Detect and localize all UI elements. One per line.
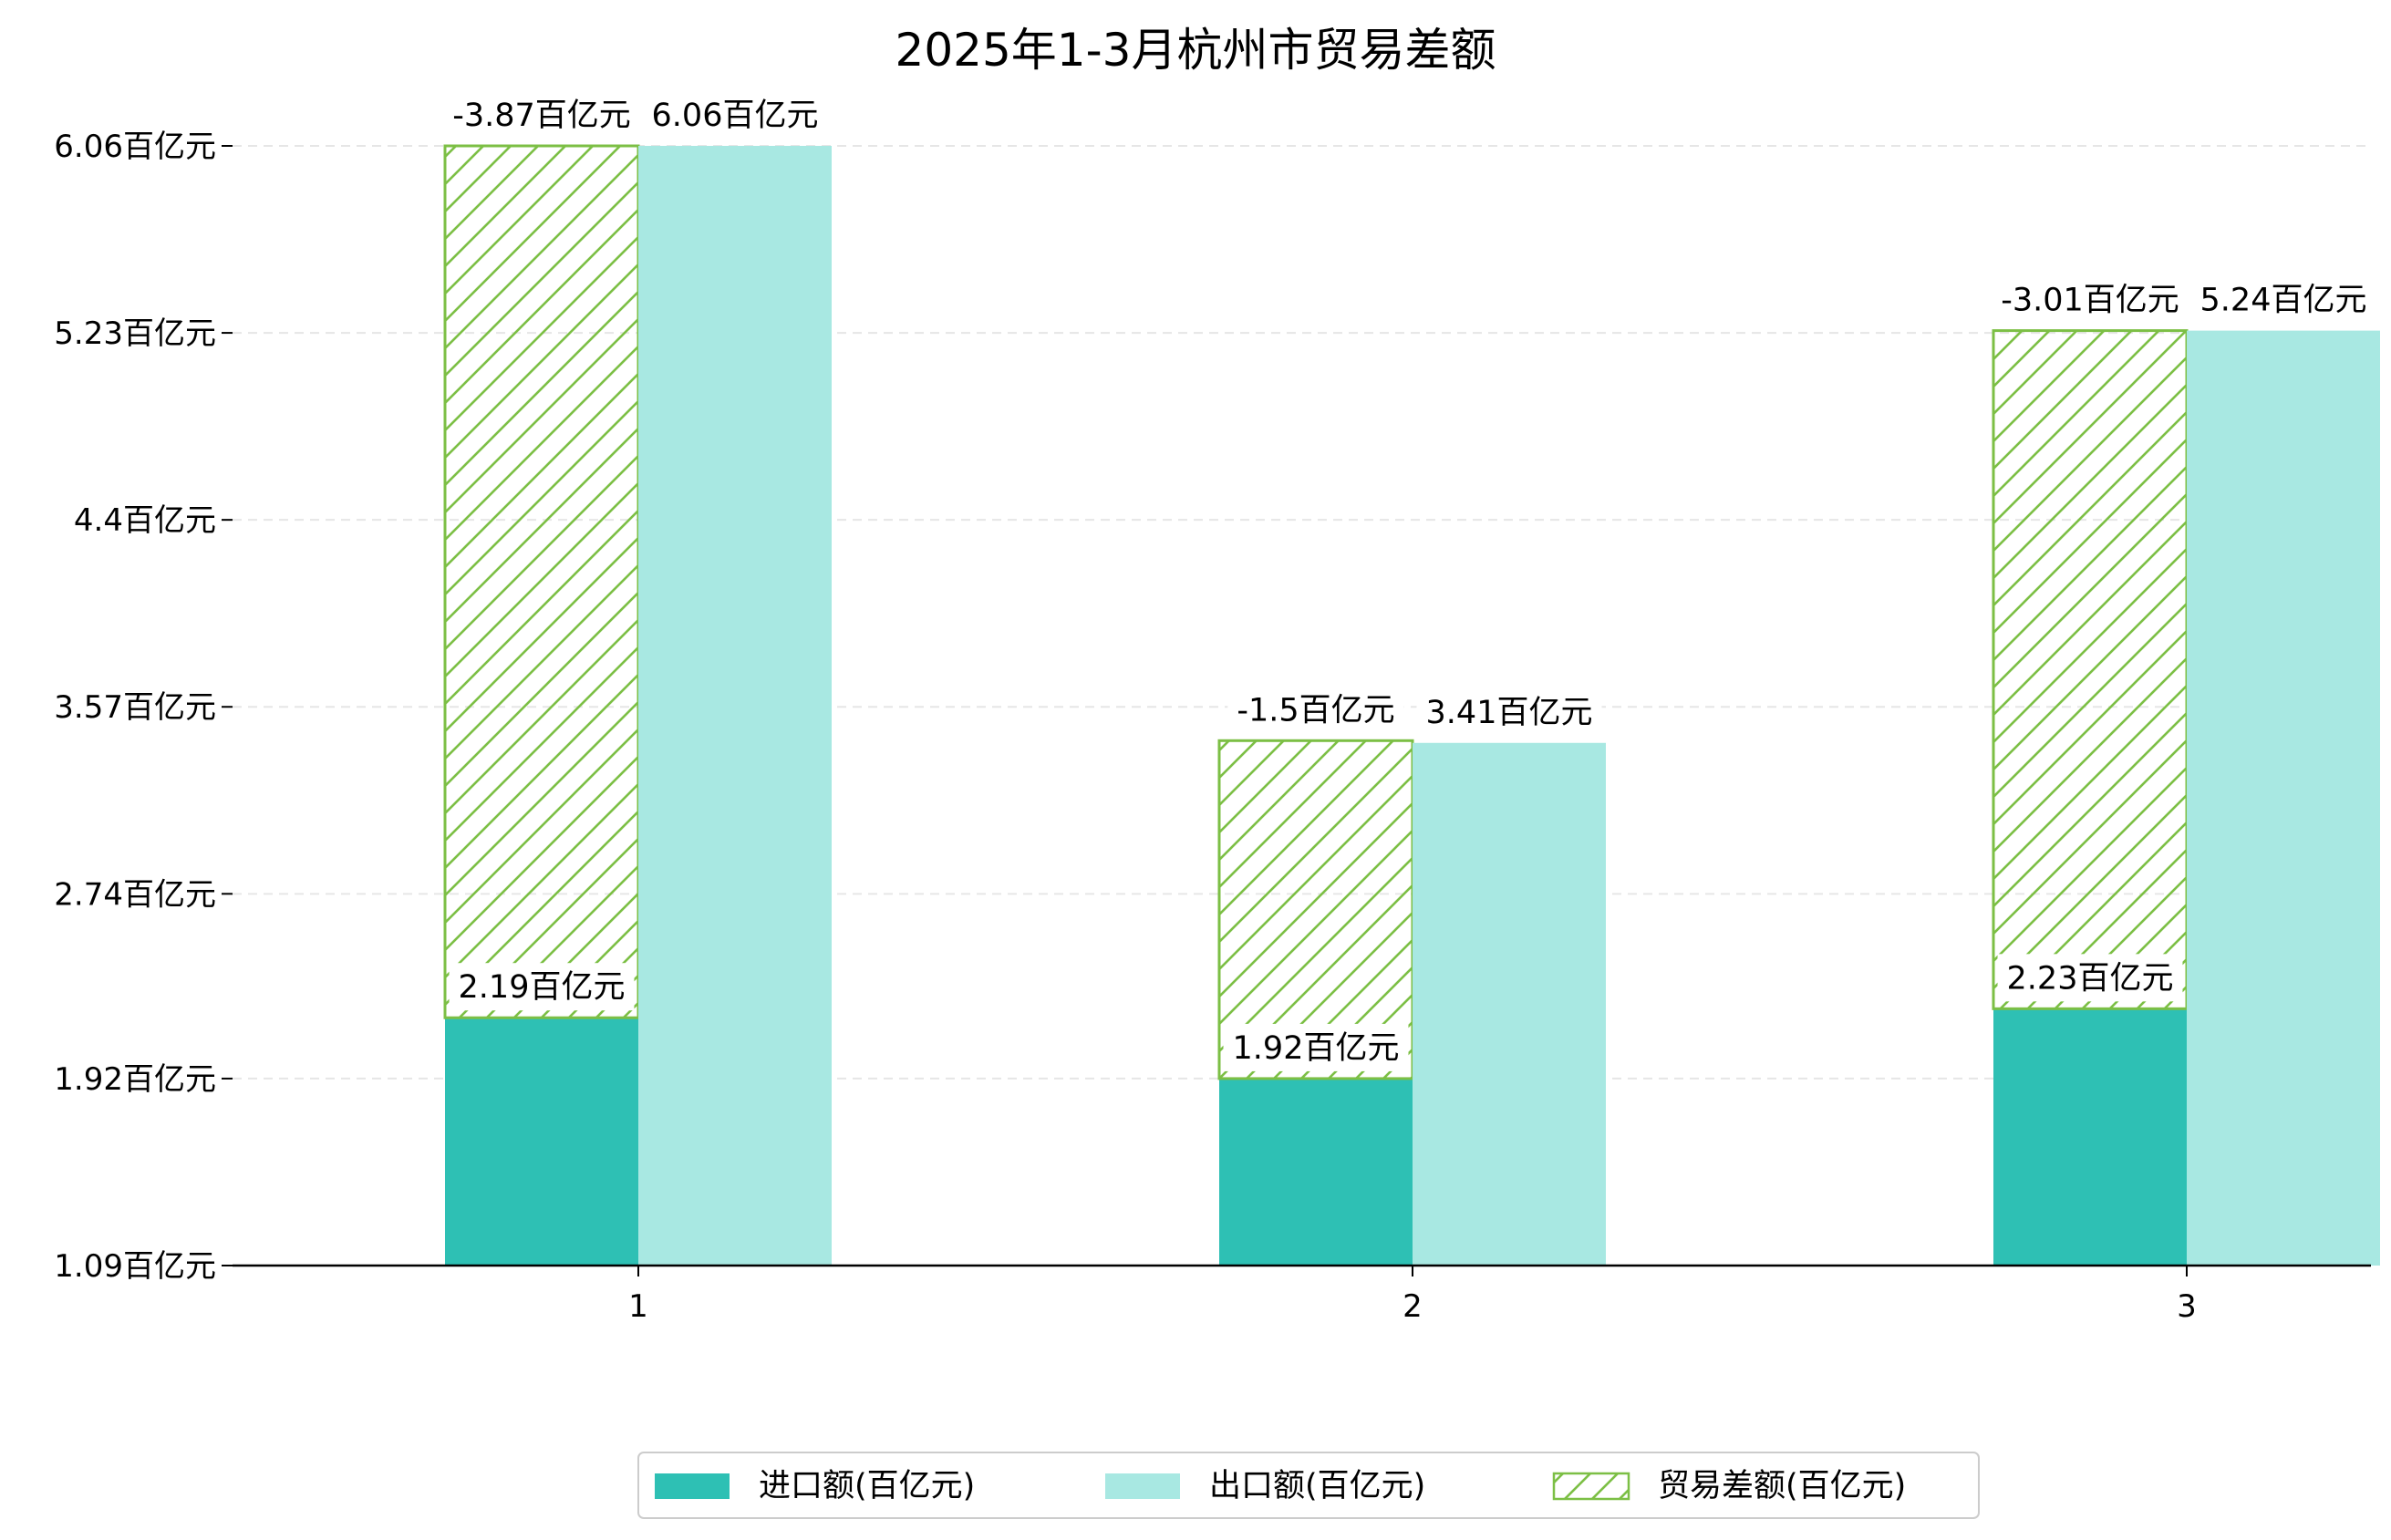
legend: 进口额(百亿元) 出口额(百亿元) 贸易差额(百亿元) [637, 1452, 1980, 1519]
export-value-label-group: 6.06百亿元 [642, 91, 828, 139]
x-tick-label: 3 [2177, 1288, 2197, 1325]
y-tick-label: 5.23百亿元 [54, 315, 216, 352]
y-tick-label: 1.09百亿元 [54, 1248, 216, 1285]
export-bar [2187, 330, 2380, 1266]
import-value-label-group: 2.23百亿元 [1997, 954, 2183, 1002]
balance-value-label-bg [1227, 686, 1404, 734]
balance-bar [1217, 739, 1414, 1080]
balance-value-label: -3.87百亿元 [452, 98, 631, 134]
export-bar [638, 146, 832, 1266]
import-value-label-bg [1997, 954, 2183, 1002]
balance-value-label: -3.01百亿元 [2001, 283, 2179, 319]
import-value-label: 2.23百亿元 [2007, 960, 2174, 997]
balance-value-label-bg [443, 91, 640, 139]
y-tick-label: 3.57百亿元 [54, 689, 216, 726]
balance-value-label-bg [1992, 275, 2189, 324]
balance-value-label-group: -3.01百亿元 [1992, 275, 2189, 324]
balance-bar [1992, 329, 2189, 1010]
export-value-label-bg [1416, 687, 1602, 736]
export-bar [1413, 742, 1606, 1266]
legend-swatch [1552, 1472, 1630, 1501]
import-value-label-group: 2.19百亿元 [449, 963, 635, 1011]
legend-swatch [655, 1473, 730, 1499]
export-value-label: 5.24百亿元 [2200, 283, 2367, 319]
balance-value-label-group: -3.87百亿元 [443, 91, 640, 139]
y-tick-label: 1.92百亿元 [54, 1061, 216, 1098]
export-value-label-bg [2190, 275, 2376, 324]
import-bar [1993, 1008, 2187, 1266]
legend-frame [637, 1452, 1980, 1519]
export-value-label: 3.41百亿元 [1426, 695, 1593, 731]
y-tick-label: 4.4百亿元 [74, 502, 216, 539]
import-value-label-bg [1223, 1023, 1409, 1071]
data-labels: 6.06百亿元 -3.87百亿元 2.19百亿元 3.41百亿元 -1.5百亿元 1.92… [443, 91, 2376, 1071]
y-tick-label: 2.74百亿元 [54, 876, 216, 913]
axes: 1.09百亿元 1.92百亿元 2.74百亿元 3.57百亿元 4.4百亿元 5.23百亿… [54, 129, 2371, 1325]
y-tick-label: 6.06百亿元 [54, 129, 216, 165]
legend-label: 贸易差额(百亿元) [1658, 1468, 1906, 1504]
balance-value-label: -1.5百亿元 [1237, 692, 1394, 729]
legend-label: 出口额(百亿元) [1209, 1468, 1425, 1504]
chart-title: 2025年1-3月杭州市贸易差额 [895, 24, 1496, 77]
import-bar [1219, 1078, 1413, 1266]
legend-swatch [1105, 1473, 1180, 1499]
import-value-label: 2.19百亿元 [459, 969, 626, 1006]
export-value-label-group: 5.24百亿元 [2190, 275, 2376, 324]
legend-label: 进口额(百亿元) [759, 1468, 975, 1504]
import-value-label-bg [449, 963, 635, 1011]
x-tick-label: 2 [1403, 1288, 1423, 1325]
import-bar [445, 1018, 638, 1266]
bars [443, 144, 2380, 1266]
export-value-label: 6.06百亿元 [652, 98, 819, 134]
import-value-label-group: 1.92百亿元 [1223, 1023, 1409, 1071]
x-tick-label: 1 [628, 1288, 648, 1325]
import-value-label: 1.92百亿元 [1233, 1030, 1400, 1067]
export-value-label-group: 3.41百亿元 [1416, 687, 1602, 736]
balance-bar [443, 144, 640, 1019]
balance-value-label-group: -1.5百亿元 [1227, 686, 1404, 734]
export-value-label-bg [642, 91, 828, 139]
